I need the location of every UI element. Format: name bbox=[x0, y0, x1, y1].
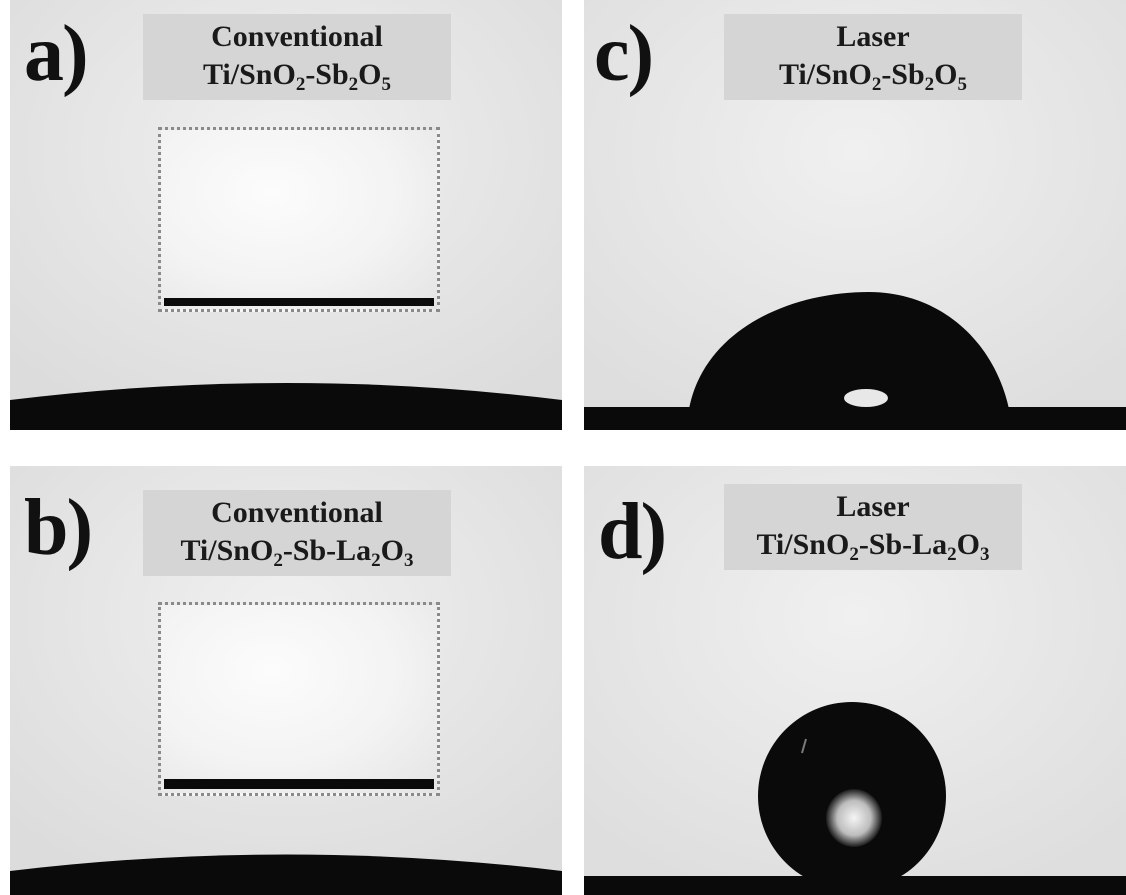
droplet-reflection bbox=[844, 389, 888, 407]
zoom-inset bbox=[158, 127, 440, 312]
flat-film-line bbox=[164, 298, 434, 306]
label-method: Laser bbox=[836, 20, 910, 53]
label-formula: Ti/SnO2-Sb-La2O3 bbox=[756, 528, 990, 565]
label-formula: Ti/SnO2-Sb2O5 bbox=[202, 58, 392, 95]
label-formula: Ti/SnO2-Sb2O5 bbox=[778, 58, 968, 95]
label-method: Conventional bbox=[211, 20, 383, 53]
droplet-image bbox=[584, 466, 1126, 895]
sample-label: Laser Ti/SnO2-Sb2O5 bbox=[724, 14, 1022, 100]
water-droplet bbox=[689, 292, 1009, 409]
label-method: Conventional bbox=[211, 496, 383, 529]
panel-d-laser-sno2-sb-la2o3: d) Laser Ti/SnO2-Sb-La2O3 bbox=[584, 466, 1126, 895]
sample-label: Conventional Ti/SnO2-Sb2O5 bbox=[143, 14, 451, 100]
sample-label: Conventional Ti/SnO2-Sb-La2O3 bbox=[143, 490, 451, 576]
panel-b-conventional-sno2-sb-la2o3: b) Conventional Ti/SnO2-Sb-La2O3 bbox=[10, 466, 562, 895]
panel-c-laser-sno2-sb2o5: c) Laser Ti/SnO2-Sb2O5 bbox=[584, 0, 1126, 430]
label-formula: Ti/SnO2-Sb-La2O3 bbox=[180, 534, 414, 571]
panel-letter: b) bbox=[24, 484, 93, 572]
panel-letter: c) bbox=[594, 10, 654, 98]
flat-film-line bbox=[164, 779, 434, 789]
substrate bbox=[584, 407, 1126, 430]
zoom-inset bbox=[158, 602, 440, 796]
panel-letter: a) bbox=[24, 10, 89, 98]
panel-letter: d) bbox=[598, 488, 667, 576]
sample-label: Laser Ti/SnO2-Sb-La2O3 bbox=[724, 484, 1022, 570]
label-method: Laser bbox=[836, 490, 910, 523]
substrate-curve bbox=[10, 854, 562, 895]
droplet-highlight bbox=[801, 738, 807, 754]
substrate-curve bbox=[10, 383, 562, 430]
droplet-reflection bbox=[826, 789, 882, 847]
panel-a-conventional-sno2-sb2o5: a) Conventional Ti/SnO2-Sb2O5 bbox=[10, 0, 562, 430]
